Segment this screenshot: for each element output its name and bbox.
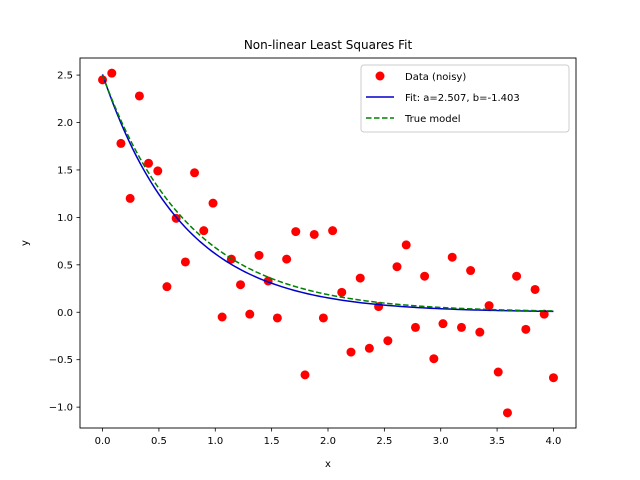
- plot-area: [98, 68, 558, 418]
- x-tick-label: 2.5: [376, 436, 392, 447]
- data-point: [217, 312, 227, 322]
- data-point: [355, 273, 365, 283]
- data-point: [144, 158, 154, 168]
- data-point: [125, 193, 135, 203]
- data-point: [512, 271, 522, 281]
- x-tick-label: 1.0: [207, 436, 223, 447]
- data-point: [134, 91, 144, 101]
- true-model-line: [101, 74, 554, 312]
- data-point: [199, 226, 209, 236]
- y-tick-label: −1.0: [49, 403, 73, 414]
- y-axis: −1.0 −0.5 0.0 0.5 1.0 1.5 2.0 2.5: [49, 71, 80, 414]
- legend-box: [360, 64, 570, 133]
- data-point: [291, 227, 301, 237]
- data-point: [107, 68, 117, 78]
- x-axis-label: x: [325, 459, 331, 470]
- data-point: [346, 347, 356, 357]
- data-point: [493, 367, 503, 377]
- data-point: [116, 138, 126, 148]
- data-point: [190, 168, 200, 178]
- x-axis: 0.0 0.5 1.0 1.5 2.0 2.5 3.0 3.5 4.0: [95, 428, 562, 447]
- data-point: [309, 229, 319, 239]
- data-point: [254, 250, 264, 260]
- legend-label: True model: [404, 114, 461, 125]
- y-tick-label: 2.5: [57, 71, 73, 82]
- data-point: [318, 313, 328, 323]
- data-point: [364, 343, 374, 353]
- y-axis-label: y: [20, 240, 31, 246]
- data-point: [530, 284, 540, 294]
- chart-title: Non-linear Least Squares Fit: [244, 38, 413, 52]
- data-point: [420, 271, 430, 281]
- data-point: [328, 226, 338, 236]
- data-point: [272, 313, 282, 323]
- data-point: [475, 327, 485, 337]
- fit-line: [101, 74, 554, 313]
- x-tick-label: 4.0: [546, 436, 562, 447]
- x-tick-label: 2.0: [320, 436, 336, 447]
- y-tick-label: 1.0: [57, 213, 73, 224]
- x-tick-label: 3.0: [433, 436, 449, 447]
- data-point: [401, 240, 411, 250]
- x-tick-label: 0.0: [95, 436, 111, 447]
- data-point: [245, 309, 255, 319]
- legend-label: Data (noisy): [405, 72, 466, 83]
- data-point: [236, 280, 246, 290]
- y-tick-label: 0.0: [57, 308, 73, 319]
- data-point: [410, 322, 420, 332]
- data-point: [392, 262, 402, 272]
- y-tick-label: 0.5: [57, 260, 73, 271]
- data-point: [502, 408, 512, 418]
- data-point: [337, 287, 347, 297]
- y-tick-label: −0.5: [49, 355, 73, 366]
- data-point: [438, 319, 448, 329]
- data-point: [162, 282, 172, 292]
- data-point: [383, 336, 393, 346]
- data-point: [521, 324, 531, 334]
- data-point: [300, 370, 310, 380]
- data-point: [548, 373, 558, 383]
- data-point: [466, 266, 476, 276]
- x-tick-label: 3.5: [489, 436, 505, 447]
- legend-marker-data: [375, 71, 385, 81]
- data-point: [208, 198, 218, 208]
- data-point: [456, 322, 466, 332]
- data-point: [282, 254, 292, 264]
- x-tick-label: 0.5: [151, 436, 167, 447]
- data-point: [153, 166, 163, 176]
- data-point: [180, 257, 190, 267]
- legend: Data (noisy) Fit: a=2.507, b=-1.403 True m…: [360, 64, 570, 133]
- data-point: [447, 252, 457, 262]
- x-tick-label: 1.5: [264, 436, 280, 447]
- y-tick-label: 2.0: [57, 118, 73, 129]
- y-tick-label: 1.5: [57, 165, 73, 176]
- data-point: [484, 301, 494, 311]
- legend-label: Fit: a=2.507, b=-1.403: [405, 93, 520, 104]
- data-point: [429, 354, 439, 364]
